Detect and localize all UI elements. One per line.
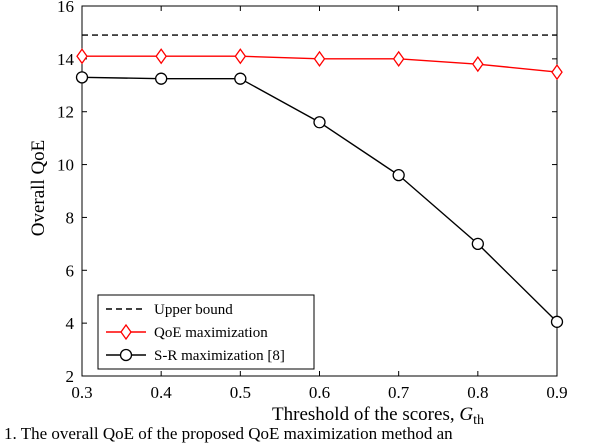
legend-label: Upper bound: [154, 302, 233, 318]
y-tick-label: 4: [66, 314, 75, 333]
figure-caption: 1. The overall QoE of the proposed QoE m…: [4, 424, 453, 443]
data-point: [392, 50, 405, 67]
x-tick-label: 0.5: [230, 383, 251, 402]
series-2: [75, 71, 564, 328]
data-point: [155, 72, 168, 85]
data-point: [155, 48, 167, 65]
data-point: [471, 237, 484, 251]
series-line: [81, 76, 558, 323]
data-point: [472, 56, 484, 73]
legend-label: QoE maximization: [154, 325, 268, 341]
x-axis-ticks: 0.3 0.4 0.5 0.6 0.7 0.8 0.9: [71, 6, 568, 402]
series-1: [76, 48, 563, 81]
y-tick-label: 14: [57, 50, 75, 69]
x-axis-label: Threshold of the scores, Gth: [272, 404, 484, 428]
data-point: [551, 63, 563, 81]
y-tick-label: 8: [66, 208, 75, 227]
y-tick-label: 12: [57, 103, 74, 122]
data-point: [234, 72, 247, 85]
series-layer: [75, 34, 564, 328]
y-tick-label: 2: [66, 367, 75, 386]
legend-label: S-R maximization [8]: [154, 348, 285, 364]
data-point: [76, 48, 88, 65]
y-tick-label: 10: [57, 156, 74, 175]
legend-marker: [120, 323, 132, 341]
x-tick-label: 0.3: [71, 383, 92, 402]
x-axis-label-symbol: G: [459, 404, 473, 425]
data-point: [550, 315, 564, 328]
data-point: [234, 48, 247, 65]
x-tick-label: 0.4: [151, 383, 173, 402]
data-point: [313, 50, 326, 67]
legend: Upper bound QoE maximization S-R maximizat…: [97, 294, 315, 370]
y-axis-ticks: 2 4 6 8 10 12 14 16: [57, 0, 557, 386]
x-tick-label: 0.6: [309, 383, 330, 402]
legend-marker: [119, 348, 133, 362]
x-axis-label-text: Threshold of the scores,: [272, 404, 459, 425]
data-point: [392, 168, 405, 182]
x-tick-label: 0.7: [388, 383, 410, 402]
x-tick-label: 0.9: [546, 383, 567, 402]
data-point: [75, 71, 89, 84]
x-tick-label: 0.8: [467, 383, 488, 402]
data-point: [313, 116, 326, 129]
y-axis-label: Overall QoE: [28, 140, 49, 237]
x-axis-label-subscript: th: [473, 413, 484, 428]
y-tick-label: 16: [57, 0, 74, 16]
y-tick-label: 6: [66, 261, 75, 280]
